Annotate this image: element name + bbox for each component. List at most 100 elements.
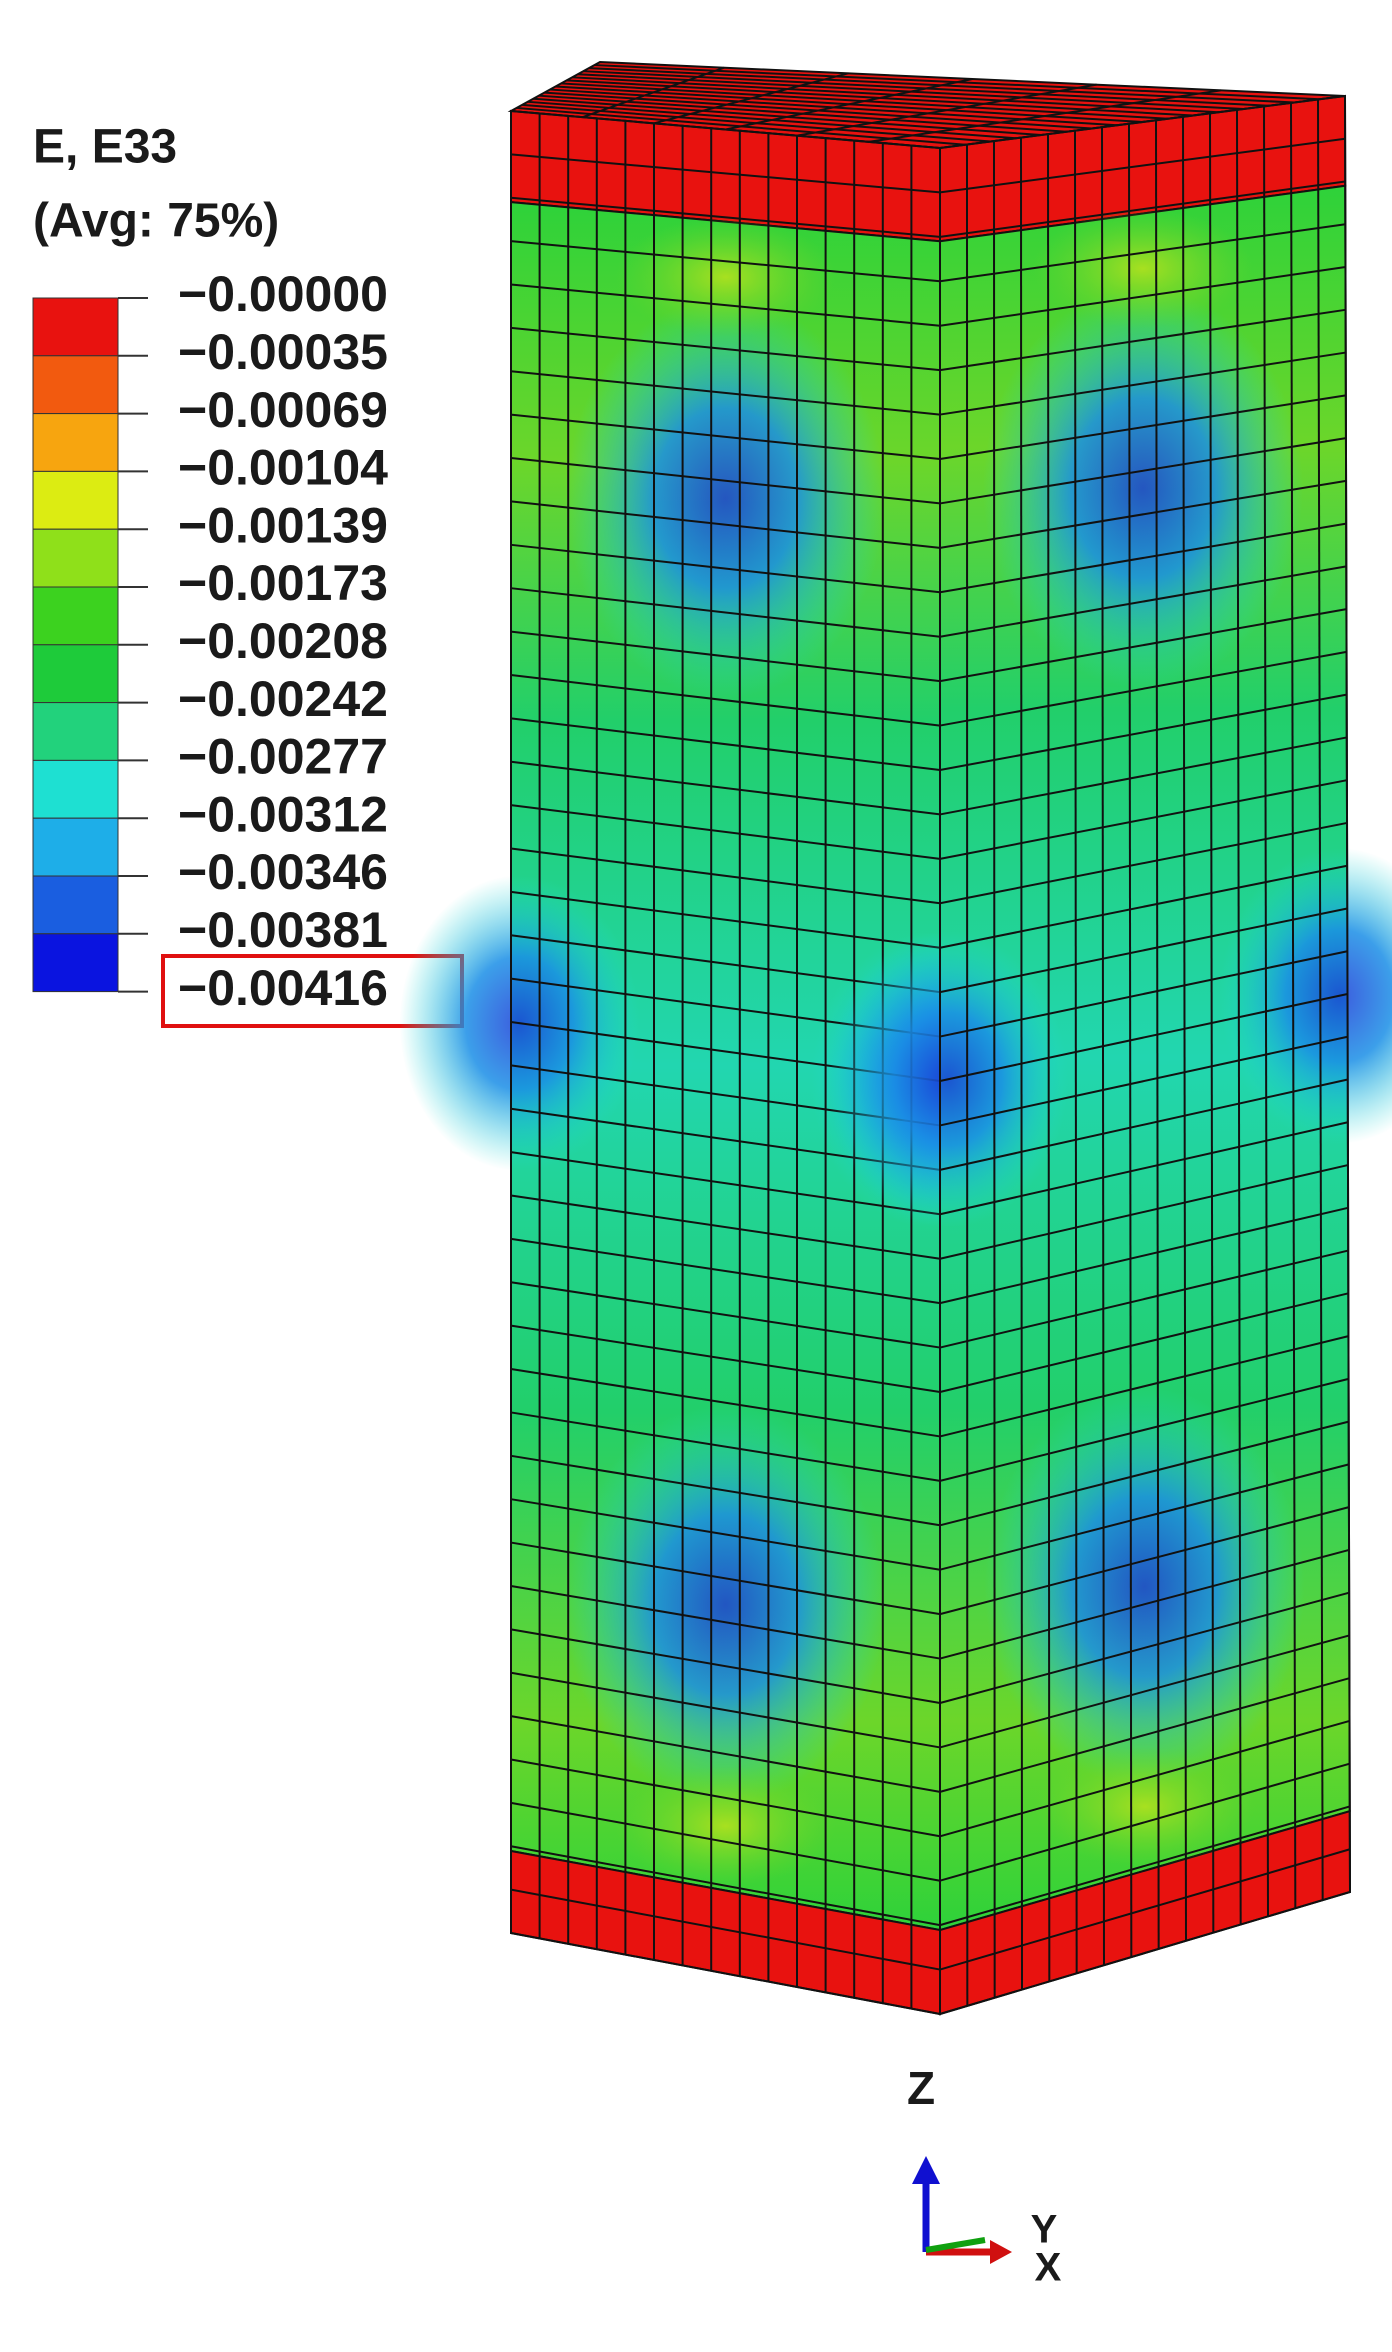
- mesh-line: [939, 522, 1347, 594]
- mesh-line: [510, 1541, 941, 1616]
- mesh-line: [939, 1164, 1349, 1260]
- legend-label: −0.00416: [178, 960, 388, 1016]
- mesh-line: [510, 326, 941, 372]
- mesh-line: [939, 437, 1347, 505]
- strain-spot: [1219, 847, 1392, 1144]
- strain-spot: [615, 1765, 836, 1886]
- legend-swatch: [32, 875, 119, 935]
- mesh-line: [510, 1368, 941, 1438]
- legend-label: −0.00312: [178, 786, 388, 842]
- legend-label: −0.00035: [178, 324, 388, 380]
- x-label: X: [1035, 2246, 1062, 2290]
- mesh-line: [939, 1335, 1349, 1438]
- mesh-line: [939, 223, 1346, 283]
- mesh-line: [653, 72, 849, 125]
- legend-label: −0.00069: [178, 382, 388, 438]
- mesh-line: [939, 993, 1348, 1082]
- mesh-line: [510, 717, 941, 771]
- mesh-line: [939, 864, 1348, 949]
- mesh-line: [939, 650, 1347, 727]
- legend-label: −0.00346: [178, 844, 388, 900]
- mesh-line: [939, 394, 1346, 460]
- legend-swatch: [32, 470, 119, 530]
- strain-spot: [565, 1404, 886, 1805]
- legend-label: −0.00173: [178, 555, 388, 611]
- axis-triad: Z Y X: [907, 2062, 1062, 2289]
- mesh-line: [868, 89, 1221, 143]
- mesh-line: [510, 196, 941, 238]
- mesh-line: [939, 1206, 1349, 1305]
- legend-label: −0.00242: [178, 671, 388, 727]
- mesh-line: [939, 308, 1346, 372]
- z-label: Z: [907, 2062, 935, 2114]
- mesh-line: [510, 1715, 941, 1793]
- mesh-line: [939, 1420, 1349, 1527]
- legend: −0.00000−0.00035−0.00069−0.00104−0.00139…: [32, 266, 388, 1016]
- mesh-line: [939, 351, 1346, 416]
- mesh-line: [939, 1292, 1349, 1393]
- mesh-line: [939, 479, 1347, 549]
- legend-swatch: [32, 759, 119, 819]
- mesh-line: [939, 266, 1346, 327]
- mesh-line: [510, 1237, 941, 1305]
- mesh-line: [939, 1848, 1351, 1971]
- mesh-line: [939, 1377, 1349, 1482]
- mesh-line: [939, 1121, 1349, 1216]
- mesh-line: [510, 370, 941, 416]
- legend-label: −0.00208: [178, 613, 388, 669]
- mesh-line: [510, 1281, 941, 1349]
- mesh-line: [510, 630, 941, 683]
- mesh-line: [939, 565, 1347, 638]
- mesh-line: [510, 587, 941, 638]
- mesh-line: [796, 83, 1097, 137]
- mesh-line: [510, 1845, 941, 1927]
- mesh-line: [939, 1805, 1351, 1927]
- mesh-line: [939, 1634, 1350, 1749]
- mesh-line: [939, 907, 1348, 994]
- mesh-line: [939, 1762, 1350, 1882]
- strain-spot: [1032, 208, 1253, 329]
- mesh-line: [582, 66, 725, 119]
- mesh-line: [510, 1194, 941, 1260]
- legend-swatch: [32, 413, 119, 472]
- mesh-line: [510, 1411, 941, 1482]
- mesh-line: [510, 240, 941, 283]
- strain-spot: [615, 217, 836, 338]
- mesh-line: [510, 1454, 941, 1527]
- mesh-line: [510, 760, 941, 816]
- legend-swatch: [32, 933, 119, 993]
- mesh-line: [510, 500, 941, 549]
- y-arrow: [925, 2237, 986, 2253]
- legend-label: −0.00139: [178, 497, 388, 553]
- right-outline: [939, 94, 1352, 2016]
- mesh-line: [510, 1801, 941, 1882]
- mesh-line: [510, 413, 941, 460]
- mesh-line: [510, 1888, 941, 1971]
- mesh-line: [939, 1719, 1350, 1838]
- mesh-line: [939, 1078, 1348, 1171]
- mesh-model: [399, 60, 1392, 2016]
- z-arrow-head: [912, 2156, 940, 2184]
- mesh-line: [939, 693, 1347, 771]
- legend-swatch: [32, 528, 119, 588]
- mesh-line: [939, 1249, 1349, 1349]
- mesh-line: [510, 283, 941, 327]
- strain-spot: [984, 1386, 1305, 1787]
- mesh-line: [939, 736, 1347, 816]
- mesh-line: [510, 1584, 941, 1660]
- mesh-line: [510, 153, 941, 194]
- mesh-line: [510, 847, 941, 905]
- mesh-line: [939, 180, 1346, 238]
- mesh-line: [510, 804, 941, 860]
- legend-subtitle: (Avg: 75%): [33, 195, 279, 248]
- mesh-line: [510, 673, 941, 727]
- legend-swatch: [32, 586, 119, 646]
- strain-spot: [565, 298, 886, 699]
- legend-swatch: [32, 644, 119, 704]
- strain-spot: [1034, 1746, 1255, 1867]
- mesh-line: [510, 1671, 941, 1749]
- mesh-line: [939, 1035, 1348, 1127]
- mesh-line: [939, 608, 1347, 683]
- mesh-line: [939, 950, 1348, 1038]
